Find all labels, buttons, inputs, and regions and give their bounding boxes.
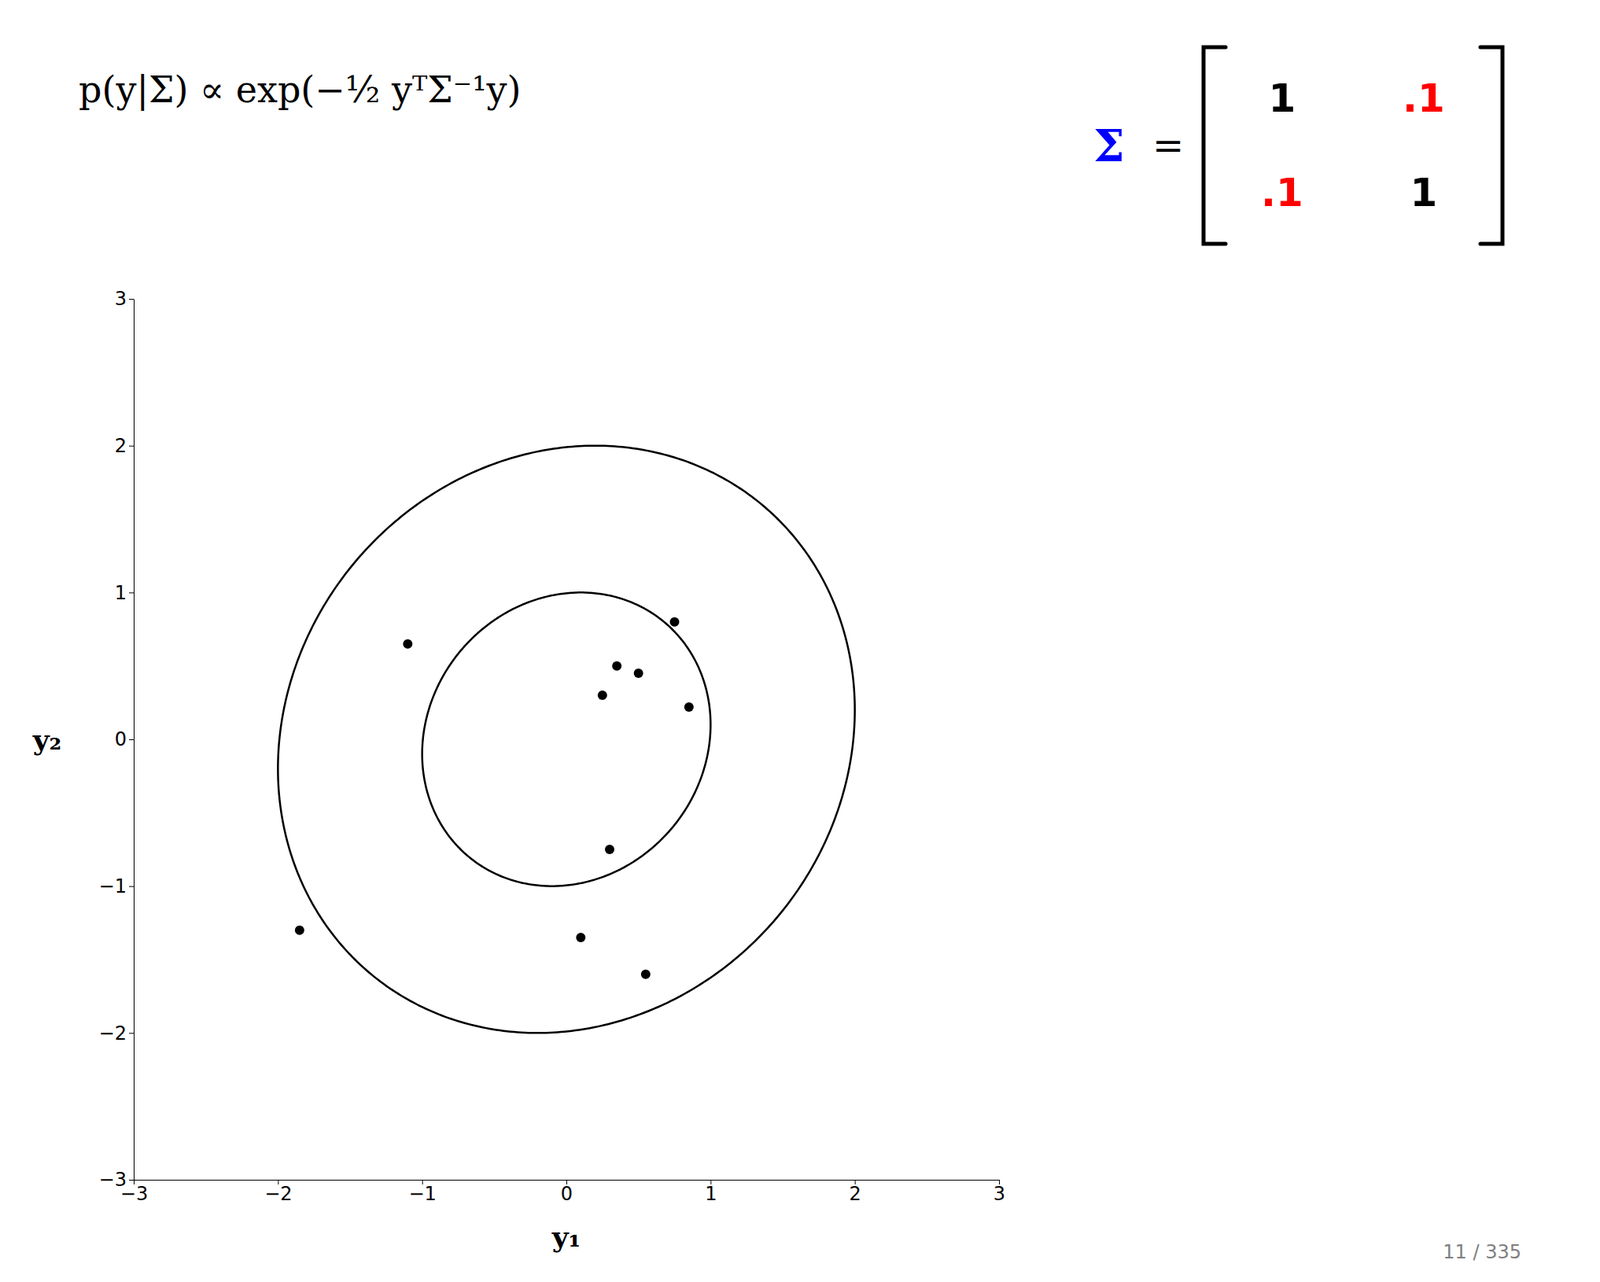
x-tick-label: 3 [993, 1183, 1006, 1206]
point [597, 690, 608, 701]
x-tick: −1 [408, 1179, 436, 1206]
y-tick-label: 2 [114, 435, 127, 458]
matrix: Σ = 1 .1 .1 1 [1093, 47, 1503, 244]
y-tick-label: −1 [99, 875, 127, 898]
y-tick-mark [129, 446, 134, 447]
point [604, 844, 615, 855]
matrix-entry: 1 [1410, 169, 1438, 216]
y-tick: −2 [99, 1022, 134, 1045]
plot-area [277, 446, 855, 1034]
y-tick-label: −3 [99, 1168, 127, 1191]
y-tick-label: 0 [114, 728, 127, 751]
y-tick-mark [129, 886, 134, 888]
y-tick-mark [129, 739, 134, 741]
y-tick-mark [129, 298, 134, 300]
y-tick: −1 [99, 875, 134, 898]
point [575, 932, 586, 943]
y-tick-mark [129, 1032, 134, 1034]
y-tick-label: −2 [99, 1022, 127, 1045]
y-tick-mark [129, 1179, 134, 1181]
point [294, 925, 305, 936]
x-tick: 2 [849, 1179, 862, 1206]
x-tick-label: 1 [704, 1183, 717, 1206]
contour [277, 446, 855, 1034]
title: p(y|Σ) ∝ exp(−½ yᵀΣ⁻¹y) [78, 68, 522, 111]
y-axis-line [133, 299, 135, 1181]
matrix-entry: .1 [1402, 75, 1446, 122]
x-tick-label: 0 [560, 1183, 573, 1206]
y-tick: −3 [99, 1168, 134, 1191]
matrix-entry: 1 [1268, 75, 1297, 122]
point [402, 639, 413, 649]
x-tick-label: −1 [408, 1183, 436, 1206]
chart: p(y|Σ) ∝ exp(−½ yᵀΣ⁻¹y)−3−2−10123−3−2−10… [0, 0, 1600, 1282]
matrix-relation: = [1152, 123, 1184, 168]
x-tick: 3 [993, 1179, 1006, 1206]
matrix-name: Σ [1093, 119, 1125, 172]
x-axis-label: y₁ [551, 1220, 582, 1254]
y-tick: 2 [114, 435, 134, 458]
x-tick: 1 [704, 1179, 717, 1206]
x-tick-label: 2 [849, 1183, 862, 1206]
slide-number: 11 / 335 [1442, 1241, 1522, 1264]
x-axis: −3−2−10123 [120, 1179, 1006, 1206]
y-axis: −3 −2 −1 0 1 2 3 [99, 287, 135, 1191]
y-tick: 3 [114, 287, 134, 310]
point [670, 617, 680, 627]
x-tick: 0 [560, 1179, 573, 1206]
bracket [1203, 47, 1226, 244]
y-axis-label: y₂ [32, 722, 63, 756]
x-tick: −2 [264, 1179, 292, 1206]
y-tick: 1 [114, 582, 134, 605]
point [611, 661, 622, 671]
point [641, 969, 651, 980]
point [684, 702, 694, 712]
contour [422, 592, 712, 886]
matrix-entry: .1 [1260, 169, 1304, 216]
bracket [1480, 47, 1503, 244]
y-tick: 0 [114, 728, 134, 751]
y-tick-label: 1 [114, 582, 127, 605]
x-tick-label: −2 [264, 1183, 292, 1206]
point [634, 668, 644, 679]
y-tick-mark [129, 592, 134, 594]
y-tick-label: 3 [114, 287, 127, 310]
